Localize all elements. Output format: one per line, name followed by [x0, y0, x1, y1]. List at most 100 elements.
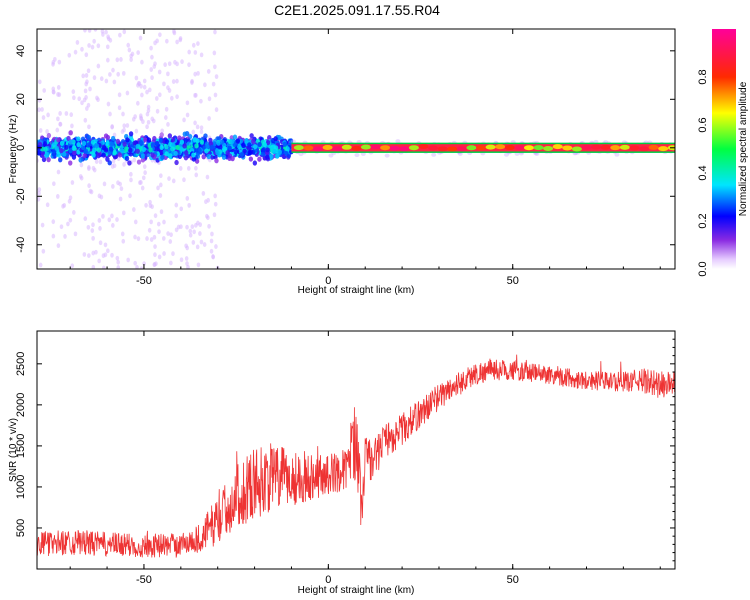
heatmap-cell	[514, 145, 525, 151]
heatmap-cell	[265, 147, 270, 153]
colorbar: 0.0 0.2 0.4 0.6 0.8 Normalized spectral ampl…	[697, 29, 749, 277]
heatmap-cell	[183, 155, 189, 161]
heatmap-cell	[63, 234, 67, 239]
heatmap-cell	[213, 64, 217, 70]
heatmap-cell	[158, 92, 162, 98]
heatmap-cell	[45, 129, 49, 134]
heatmap-cell	[248, 156, 254, 162]
heatmap-cell	[85, 106, 89, 111]
heatmap-cell	[112, 150, 117, 156]
heatmap-cell	[106, 34, 110, 40]
heatmap-cell	[120, 148, 125, 154]
heatmap-cell	[66, 221, 70, 227]
heatmap-cell	[80, 46, 84, 52]
heatmap-cell	[191, 156, 197, 162]
heatmap-cell	[148, 147, 153, 153]
heatmap-cell	[110, 213, 114, 219]
heatmap-cell	[97, 258, 101, 264]
heatmap-cell	[64, 111, 69, 116]
heatmap-cell	[174, 213, 178, 219]
heatmap-cell	[191, 42, 196, 48]
heatmap-cell	[447, 146, 458, 152]
heatmap-cell	[179, 257, 184, 263]
heatmap-cell	[138, 180, 142, 186]
spectrogram-ytick-label: 0	[15, 145, 27, 151]
heatmap-cell	[133, 234, 137, 240]
heatmap-cell	[204, 148, 209, 154]
heatmap-cell	[76, 149, 81, 155]
heatmap-cell	[108, 146, 114, 152]
heatmap-cell	[81, 73, 85, 79]
heatmap-cell	[62, 151, 67, 157]
heatmap-cell	[614, 152, 620, 157]
heatmap-cell	[68, 147, 73, 154]
heatmap-cell	[196, 41, 200, 46]
snr-xtick-label: -50	[136, 574, 152, 586]
heatmap-cell	[194, 172, 199, 178]
heatmap-cell	[152, 262, 157, 268]
heatmap-cell	[80, 100, 84, 106]
spectrogram-frame	[36, 28, 676, 270]
heatmap-cell	[136, 100, 140, 106]
heatmap-cell	[37, 79, 42, 85]
heatmap-cell	[91, 152, 96, 158]
heatmap-cell	[71, 145, 77, 151]
spectrogram-ytick-label: -40	[15, 237, 27, 253]
heatmap-cell	[126, 42, 131, 48]
heatmap-cell	[84, 73, 89, 78]
heatmap-cell	[103, 242, 108, 248]
heatmap-cell	[179, 146, 184, 152]
heatmap-cell	[199, 239, 204, 245]
heatmap-cell	[81, 144, 86, 151]
heatmap-cell	[42, 141, 48, 147]
heatmap-cell	[214, 74, 219, 80]
heatmap-cell	[322, 144, 333, 150]
heatmap-cell	[167, 61, 172, 67]
colorbar-gradient	[712, 29, 736, 269]
heatmap-cell	[117, 105, 122, 111]
heatmap-cell	[91, 222, 95, 228]
heatmap-cell	[87, 29, 92, 33]
heatmap-cell	[173, 59, 177, 65]
heatmap-cell	[163, 115, 168, 120]
heatmap-cell	[120, 231, 125, 237]
heatmap-cell	[57, 92, 62, 98]
snr-ytick-label: 2000	[15, 393, 27, 417]
heatmap-cell	[188, 228, 193, 234]
heatmap-cell	[46, 157, 51, 163]
heatmap-cell	[145, 111, 150, 117]
heatmap-cell	[185, 112, 190, 118]
heatmap-cell	[108, 72, 112, 77]
heatmap-cell	[185, 196, 190, 201]
heatmap-cell	[127, 47, 132, 53]
heatmap-cell	[80, 136, 86, 142]
heatmap-cell	[262, 141, 267, 148]
heatmap-cell	[94, 249, 98, 255]
snr-panel: -50 0 50 500 1000 1500 2000 2500 Height of str…	[8, 330, 676, 596]
heatmap-cell	[533, 145, 544, 151]
heatmap-cell	[194, 92, 198, 98]
heatmap-cell	[163, 62, 167, 68]
heatmap-cell	[107, 160, 112, 166]
heatmap-cell	[196, 70, 200, 76]
heatmap-cell	[140, 92, 144, 98]
heatmap-cell	[125, 123, 130, 128]
heatmap-cell	[177, 135, 182, 141]
heatmap-cell	[303, 145, 314, 151]
heatmap-cell	[175, 39, 179, 45]
heatmap-cell	[118, 32, 122, 38]
heatmap-cell	[166, 231, 170, 237]
heatmap-cell	[56, 137, 61, 143]
heatmap-cell	[193, 50, 198, 55]
spectrogram-ytick-label: 40	[15, 45, 27, 57]
heatmap-cell	[239, 151, 245, 158]
heatmap-cell	[107, 217, 112, 223]
heatmap-cell	[197, 147, 202, 154]
heatmap-cell	[168, 239, 173, 244]
heatmap-cell	[504, 145, 515, 151]
heatmap-cell	[129, 57, 133, 62]
heatmap-cell	[164, 144, 169, 150]
heatmap-cell	[166, 85, 170, 91]
heatmap-cell	[110, 135, 116, 142]
heatmap-cell	[135, 265, 139, 269]
